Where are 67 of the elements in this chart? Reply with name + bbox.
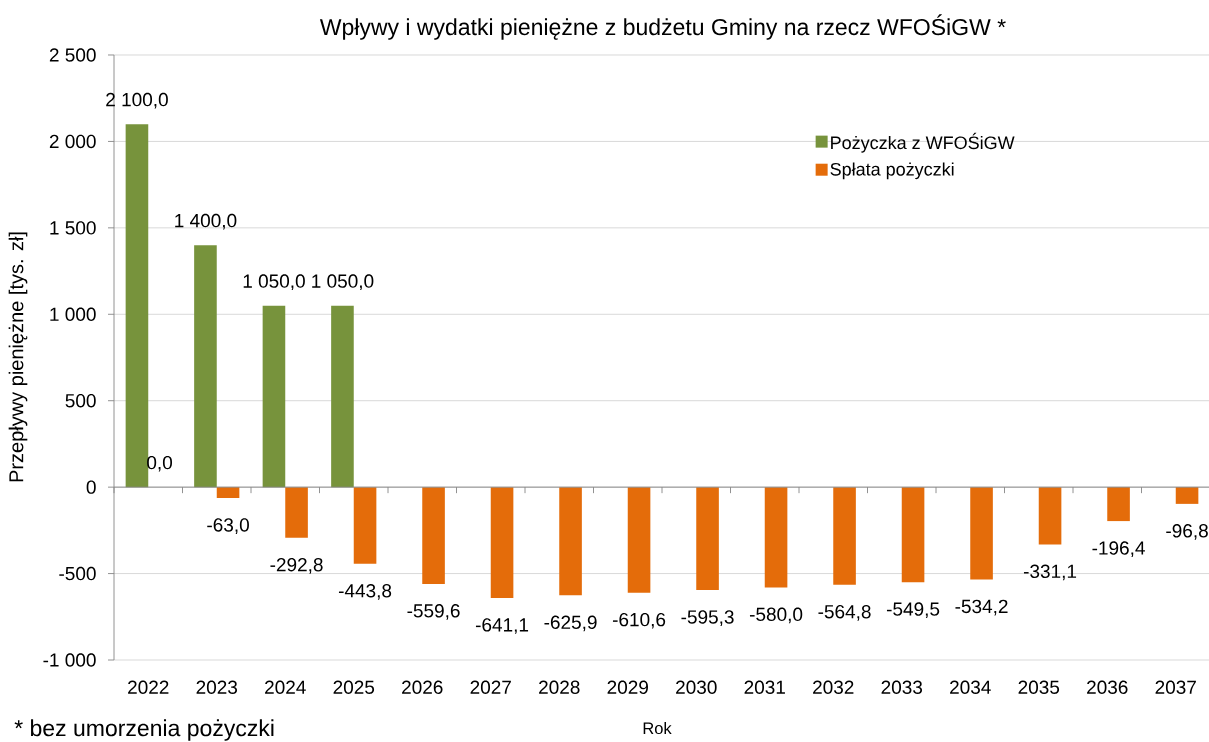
legend-label: Spłata pożyczki bbox=[830, 162, 954, 180]
x-tick-label: 2037 bbox=[1155, 680, 1196, 694]
data-label: -641,1 bbox=[475, 618, 529, 634]
legend-label: Pożyczka z WFOŚiGW bbox=[831, 132, 1015, 153]
y-axis-title: Przepływy pieniężne [tys. zł] bbox=[8, 232, 28, 482]
data-label: -595,3 bbox=[681, 610, 734, 626]
x-tick-label: 2029 bbox=[607, 680, 648, 694]
bar bbox=[194, 245, 217, 488]
bar bbox=[627, 487, 651, 593]
text: * bez umorzenia pożyczki bbox=[14, 719, 274, 741]
bar bbox=[1107, 487, 1130, 522]
y-tick-label: 0 bbox=[86, 480, 96, 494]
data-label: 1 050,0 bbox=[243, 274, 305, 291]
bar bbox=[331, 305, 354, 488]
data-label: 2 100,0 bbox=[106, 92, 168, 109]
data-label: -564,8 bbox=[818, 604, 871, 621]
bar bbox=[1175, 487, 1199, 504]
bar bbox=[559, 487, 582, 596]
x-axis-title: Rok bbox=[643, 721, 672, 735]
y-tick-label: -500 bbox=[59, 566, 96, 581]
x-tick-label: 2035 bbox=[1018, 680, 1060, 694]
y-tick-label: 500 bbox=[65, 393, 96, 408]
data-label: -292,8 bbox=[270, 557, 323, 574]
data-label: -610,6 bbox=[612, 612, 666, 629]
x-tick-label: 2022 bbox=[128, 680, 169, 694]
x-tick-label: 2023 bbox=[196, 680, 238, 694]
bar bbox=[696, 487, 719, 591]
bar bbox=[490, 487, 514, 598]
x-tick-label: 2028 bbox=[539, 680, 580, 694]
bar bbox=[901, 487, 925, 583]
data-label: 1 050,0 bbox=[312, 274, 374, 291]
bar bbox=[764, 487, 788, 588]
data-label: -559,6 bbox=[407, 604, 460, 620]
x-tick-label: 2036 bbox=[1087, 680, 1128, 694]
data-label: -196,4 bbox=[1092, 541, 1145, 557]
bar bbox=[422, 487, 445, 584]
bar bbox=[285, 487, 308, 538]
bar bbox=[1038, 487, 1062, 545]
x-tick-label: 2032 bbox=[813, 680, 854, 694]
bar bbox=[125, 124, 149, 488]
data-label: -625,9 bbox=[544, 615, 597, 632]
data-label: -63,0 bbox=[207, 518, 249, 534]
x-tick-label: 2026 bbox=[402, 680, 443, 694]
x-tick-label: 2024 bbox=[265, 680, 306, 694]
data-label: -549,5 bbox=[886, 602, 940, 619]
chart-title: Wpływy i wydatki pieniężne z budżetu Gminy na rzecz WFOŚiGW * bbox=[319, 14, 1006, 40]
bar bbox=[353, 487, 377, 564]
y-tick-label: 1 500 bbox=[50, 221, 96, 235]
bar bbox=[262, 305, 286, 488]
data-label: -580,0 bbox=[749, 607, 803, 624]
bar bbox=[833, 487, 856, 585]
y-tick-label: 2 500 bbox=[49, 48, 96, 62]
x-tick-label: 2030 bbox=[676, 680, 717, 694]
x-tick-label: 2033 bbox=[881, 680, 923, 694]
x-tick-label: 2031 bbox=[744, 680, 785, 694]
x-tick-label: 2034 bbox=[950, 680, 991, 694]
data-label: 1 400,0 bbox=[175, 213, 237, 230]
data-label: -331,1 bbox=[1023, 564, 1077, 581]
data-label: -443,8 bbox=[338, 584, 392, 600]
x-tick-label: 2025 bbox=[333, 680, 375, 694]
y-tick-label: 2 000 bbox=[49, 134, 96, 149]
data-label: -96,8 bbox=[1166, 524, 1208, 540]
x-tick-label: 2027 bbox=[470, 680, 511, 694]
y-tick-label: 1 000 bbox=[50, 307, 96, 322]
y-tick-label: -1 000 bbox=[43, 653, 96, 667]
data-label: -534,2 bbox=[955, 599, 1008, 616]
bar bbox=[970, 487, 993, 580]
